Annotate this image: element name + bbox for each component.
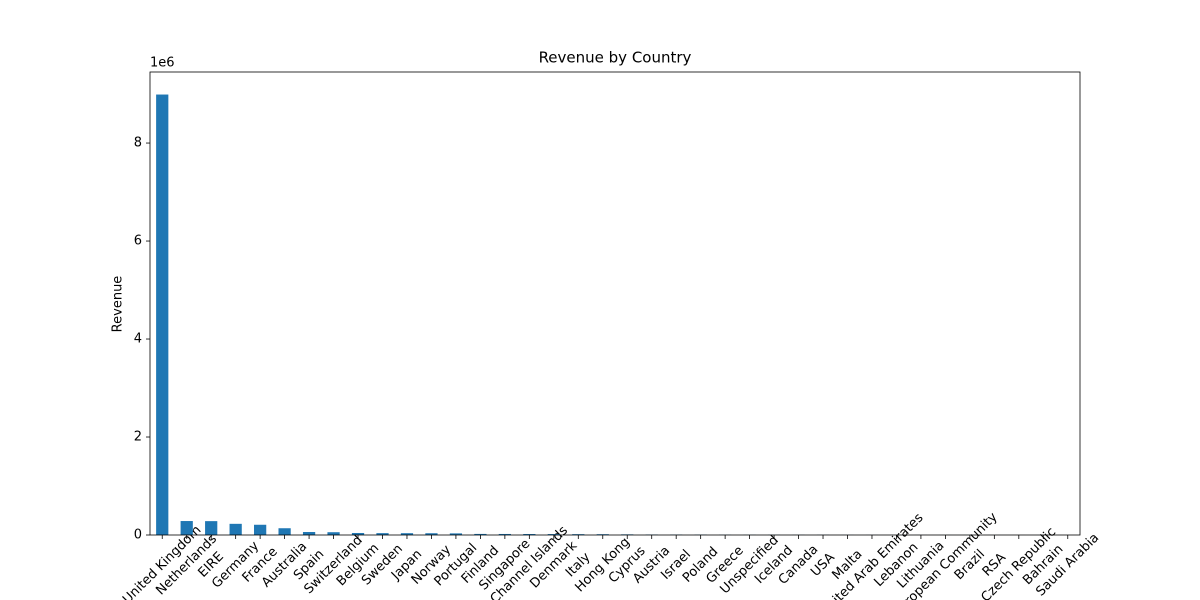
chart-title: Revenue by Country xyxy=(539,49,692,67)
y-tick-label: 2 xyxy=(134,430,142,445)
bar xyxy=(400,533,414,535)
bar xyxy=(302,532,316,535)
y-offset-label: 1e6 xyxy=(150,56,175,71)
bar xyxy=(523,534,536,535)
bar xyxy=(498,533,511,535)
y-tick-label: 6 xyxy=(134,234,142,249)
bar xyxy=(474,533,487,535)
bar xyxy=(180,521,193,535)
bar xyxy=(254,524,267,535)
bar xyxy=(425,533,438,535)
plot-frame xyxy=(149,71,1081,536)
bar xyxy=(327,532,340,535)
bar xyxy=(229,523,242,535)
y-tick-label: 4 xyxy=(134,332,142,347)
bar xyxy=(572,534,585,535)
bar xyxy=(156,94,169,535)
bar xyxy=(449,533,463,535)
bar xyxy=(547,534,560,535)
y-axis-label: Revenue xyxy=(111,276,126,333)
bar xyxy=(351,532,365,535)
bar xyxy=(205,521,218,535)
bar xyxy=(376,533,389,535)
y-tick-label: 8 xyxy=(134,136,142,151)
bar xyxy=(278,528,291,535)
y-tick-label: 0 xyxy=(134,528,142,543)
